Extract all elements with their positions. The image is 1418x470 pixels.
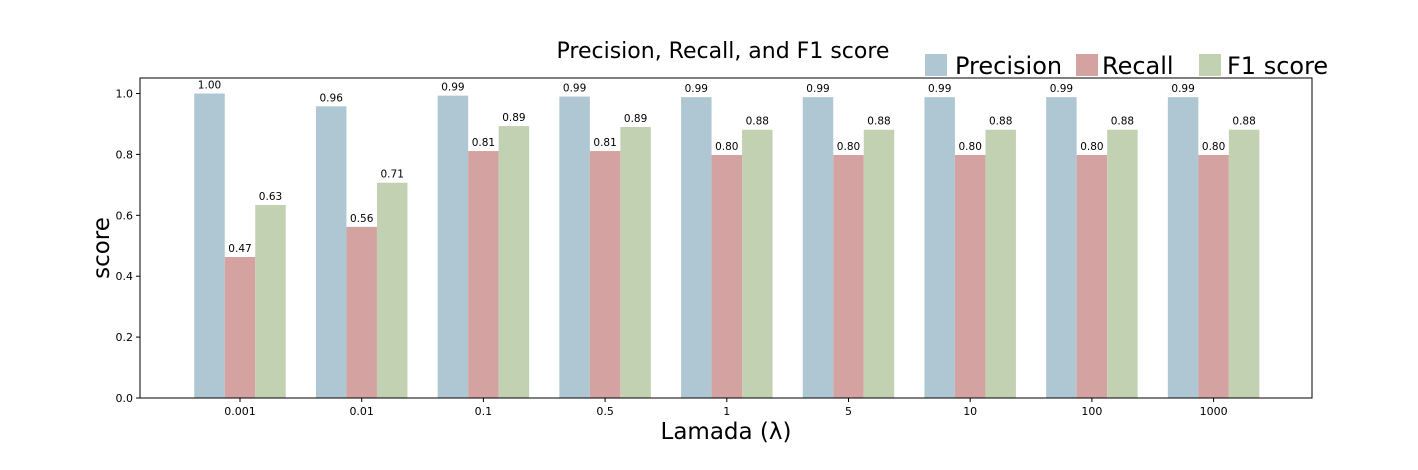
data-label-recall: 0.56 xyxy=(350,213,374,225)
data-label-f1: 0.71 xyxy=(381,169,404,181)
legend-swatch-recall xyxy=(1076,54,1098,76)
data-label-precision: 0.99 xyxy=(1171,83,1194,95)
x-tick-label: 10 xyxy=(963,405,977,418)
legend-swatch-precision xyxy=(925,54,947,76)
y-tick-label: 0.0 xyxy=(116,392,134,405)
y-tick-label: 0.2 xyxy=(116,331,134,344)
y-tick-label: 0.8 xyxy=(116,148,134,161)
bars-layer xyxy=(194,93,1260,399)
bar-precision xyxy=(1167,97,1199,399)
legend-label-f1: F1 score xyxy=(1227,52,1328,80)
data-label-f1: 0.89 xyxy=(624,113,647,125)
bar-f1 xyxy=(498,126,530,398)
data-label-recall: 0.80 xyxy=(1202,141,1225,153)
data-label-f1: 0.89 xyxy=(502,112,525,124)
data-label-precision: 0.99 xyxy=(441,82,464,94)
plot-frame xyxy=(139,77,1313,399)
bar-f1 xyxy=(620,127,651,398)
data-label-recall: 0.47 xyxy=(228,243,251,255)
bar-recall xyxy=(833,155,864,398)
legend-swatch-f1 xyxy=(1199,54,1221,76)
y-tick-label: 0.6 xyxy=(116,209,134,222)
data-label-f1: 0.63 xyxy=(259,191,282,203)
bar-f1 xyxy=(863,129,895,399)
data-label-precision: 1.00 xyxy=(198,80,221,92)
legend-label-precision: Precision xyxy=(955,52,1062,80)
bar-f1 xyxy=(255,204,286,398)
data-label-f1: 0.88 xyxy=(1232,116,1255,128)
bar-recall xyxy=(346,226,377,398)
data-label-recall: 0.81 xyxy=(593,137,616,149)
x-tick-label: 0.5 xyxy=(596,405,614,418)
data-label-recall: 0.80 xyxy=(715,141,738,153)
bar-precision xyxy=(315,106,347,398)
bar-precision xyxy=(681,97,712,399)
data-label-precision: 0.99 xyxy=(563,83,586,95)
data-label-f1: 0.88 xyxy=(989,116,1012,128)
bar-f1 xyxy=(376,182,408,398)
x-tick-label: 0.01 xyxy=(349,405,374,418)
x-axis-title: Lamada (λ) xyxy=(661,419,792,445)
data-label-precision: 0.99 xyxy=(806,83,829,95)
x-tick-label: 0.001 xyxy=(224,405,256,418)
data-label-recall: 0.80 xyxy=(1080,141,1103,153)
bar-precision xyxy=(924,97,955,399)
bar-precision xyxy=(194,93,225,398)
y-tick-label: 1.0 xyxy=(116,88,134,101)
x-tick-label: 1000 xyxy=(1200,405,1228,418)
y-tick-label: 0.4 xyxy=(116,270,134,283)
legend: Precision Recall F1 score xyxy=(925,52,1328,80)
x-tick-label: 1 xyxy=(723,405,730,418)
x-axis: 0.001 0.01 0.1 0.5 1 5 10 100 1000 xyxy=(224,398,1228,418)
chart-title: Precision, Recall, and F1 score xyxy=(557,39,890,64)
x-tick-label: 100 xyxy=(1081,405,1102,418)
bar-recall xyxy=(954,155,986,398)
y-axis: 0.0 0.2 0.4 0.6 0.8 1.0 xyxy=(116,88,140,405)
bar-f1 xyxy=(742,129,773,399)
legend-label-recall: Recall xyxy=(1102,52,1174,80)
bar-recall xyxy=(711,155,743,398)
data-label-recall: 0.80 xyxy=(959,141,982,153)
bar-precision xyxy=(1046,97,1077,399)
data-label-precision: 0.96 xyxy=(320,92,344,104)
data-label-precision: 0.99 xyxy=(928,83,951,95)
bar-recall xyxy=(1198,155,1229,398)
bar-recall xyxy=(1076,155,1108,398)
bar-recall xyxy=(468,151,499,398)
x-tick-label: 5 xyxy=(845,405,852,418)
y-axis-title: score xyxy=(89,217,115,279)
data-labels-layer: 1.00 0.96 0.99 0.99 0.99 0.99 0.99 0.99 0.99 0.47… xyxy=(198,80,1256,256)
data-label-f1: 0.88 xyxy=(746,116,769,128)
x-tick-label: 0.1 xyxy=(475,405,493,418)
bar-precision xyxy=(559,96,590,399)
data-label-f1: 0.88 xyxy=(867,116,890,128)
data-label-recall: 0.80 xyxy=(837,141,860,153)
bar-recall xyxy=(224,257,256,398)
data-label-recall: 0.81 xyxy=(472,137,495,149)
bar-precision xyxy=(802,97,834,399)
bar-precision xyxy=(437,95,469,398)
bar-f1 xyxy=(1228,129,1260,399)
bar-f1 xyxy=(985,129,1016,399)
bar-f1 xyxy=(1107,129,1138,399)
bar-recall xyxy=(589,151,621,398)
data-label-f1: 0.88 xyxy=(1111,116,1134,128)
data-label-precision: 0.99 xyxy=(685,83,708,95)
data-label-precision: 0.99 xyxy=(1050,83,1073,95)
